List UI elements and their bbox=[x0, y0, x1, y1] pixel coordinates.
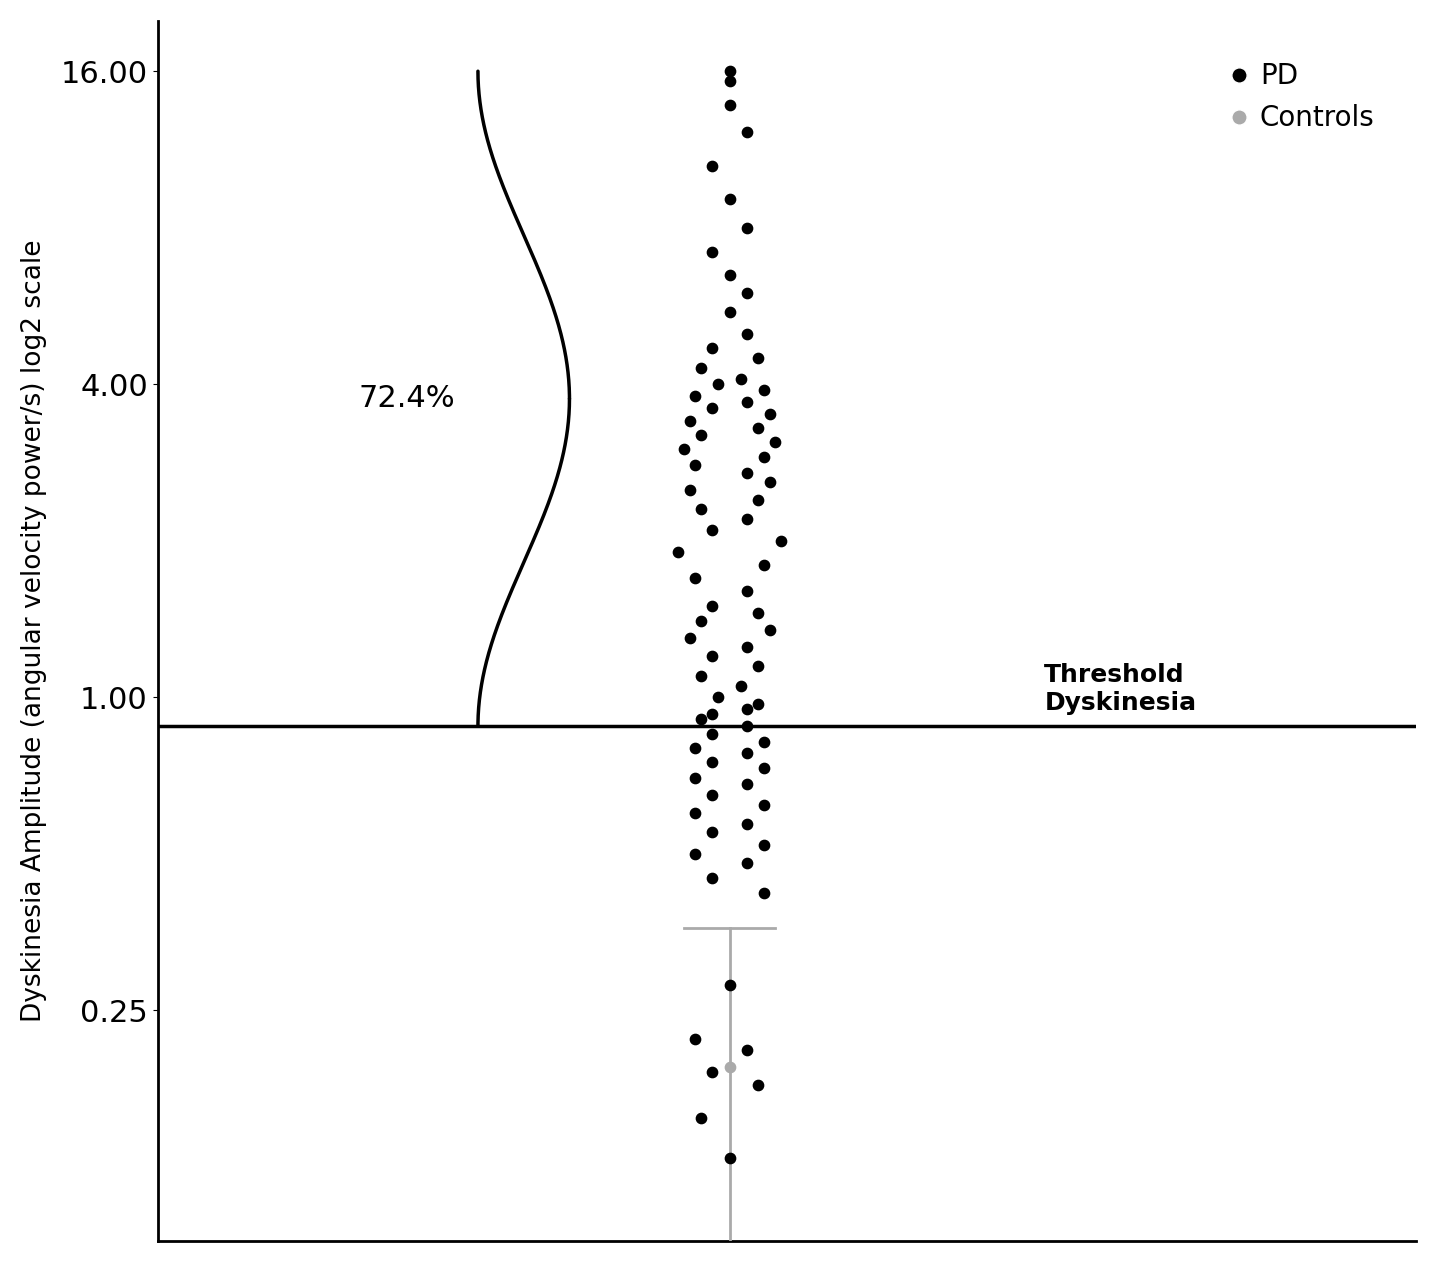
Point bbox=[678, 628, 701, 649]
Point bbox=[673, 439, 696, 459]
Point bbox=[718, 303, 741, 323]
Point bbox=[684, 803, 707, 823]
Point bbox=[718, 974, 741, 994]
Point bbox=[759, 620, 782, 640]
Point bbox=[701, 241, 724, 261]
Text: Threshold
Dyskinesia: Threshold Dyskinesia bbox=[1045, 663, 1197, 714]
Point bbox=[684, 386, 707, 406]
Point bbox=[701, 752, 724, 772]
Point bbox=[707, 688, 730, 708]
Point bbox=[690, 708, 713, 728]
Point bbox=[736, 391, 759, 411]
Point bbox=[736, 283, 759, 303]
Point bbox=[753, 380, 776, 400]
Point bbox=[730, 369, 753, 389]
Point bbox=[701, 1063, 724, 1083]
Point bbox=[690, 358, 713, 379]
Point bbox=[701, 724, 724, 745]
Point bbox=[736, 716, 759, 736]
Point bbox=[736, 581, 759, 601]
Point bbox=[701, 823, 724, 843]
Point bbox=[718, 1148, 741, 1169]
Point bbox=[753, 883, 776, 904]
Point bbox=[747, 603, 770, 623]
Point bbox=[701, 596, 724, 616]
Point bbox=[701, 156, 724, 177]
Point bbox=[684, 844, 707, 864]
Point bbox=[684, 738, 707, 758]
Point bbox=[684, 767, 707, 787]
Point bbox=[718, 61, 741, 81]
Point bbox=[690, 611, 713, 631]
Point bbox=[701, 867, 724, 887]
Point bbox=[747, 490, 770, 510]
Point bbox=[736, 699, 759, 719]
Point bbox=[730, 676, 753, 697]
Point bbox=[753, 447, 776, 467]
Point bbox=[736, 743, 759, 764]
Point bbox=[678, 481, 701, 501]
Point bbox=[747, 347, 770, 367]
Point bbox=[753, 554, 776, 574]
Point bbox=[718, 1056, 741, 1076]
Point bbox=[753, 732, 776, 752]
Point bbox=[753, 758, 776, 779]
Point bbox=[667, 543, 690, 563]
Point bbox=[678, 411, 701, 432]
Point bbox=[684, 568, 707, 588]
Point bbox=[690, 424, 713, 444]
Point bbox=[747, 418, 770, 438]
Point bbox=[770, 531, 793, 551]
Point bbox=[718, 71, 741, 91]
Point bbox=[736, 637, 759, 658]
Point bbox=[701, 704, 724, 724]
Point bbox=[747, 656, 770, 676]
Point bbox=[684, 1030, 707, 1050]
Point bbox=[690, 500, 713, 520]
Point bbox=[736, 463, 759, 483]
Point bbox=[690, 666, 713, 687]
Point bbox=[690, 1108, 713, 1128]
Point bbox=[701, 785, 724, 805]
Point bbox=[759, 472, 782, 492]
Point bbox=[736, 122, 759, 143]
Point bbox=[684, 454, 707, 475]
Point bbox=[736, 1040, 759, 1060]
Point bbox=[736, 853, 759, 873]
Point bbox=[718, 188, 741, 208]
Point bbox=[736, 775, 759, 795]
Point bbox=[736, 509, 759, 529]
Point bbox=[736, 324, 759, 345]
Legend: PD, Controls: PD, Controls bbox=[1204, 35, 1403, 160]
Point bbox=[701, 646, 724, 666]
Point bbox=[753, 795, 776, 815]
Y-axis label: Dyskinesia Amplitude (angular velocity power/s) log2 scale: Dyskinesia Amplitude (angular velocity p… bbox=[20, 240, 47, 1022]
Point bbox=[701, 398, 724, 418]
Point bbox=[747, 1074, 770, 1094]
Point bbox=[701, 520, 724, 540]
Point bbox=[736, 217, 759, 237]
Point bbox=[764, 432, 787, 452]
Point bbox=[707, 375, 730, 395]
Point bbox=[747, 694, 770, 714]
Point bbox=[718, 265, 741, 285]
Point bbox=[736, 814, 759, 834]
Point bbox=[753, 835, 776, 856]
Point bbox=[701, 338, 724, 358]
Point bbox=[718, 95, 741, 115]
Text: 72.4%: 72.4% bbox=[358, 384, 456, 413]
Point bbox=[759, 404, 782, 424]
